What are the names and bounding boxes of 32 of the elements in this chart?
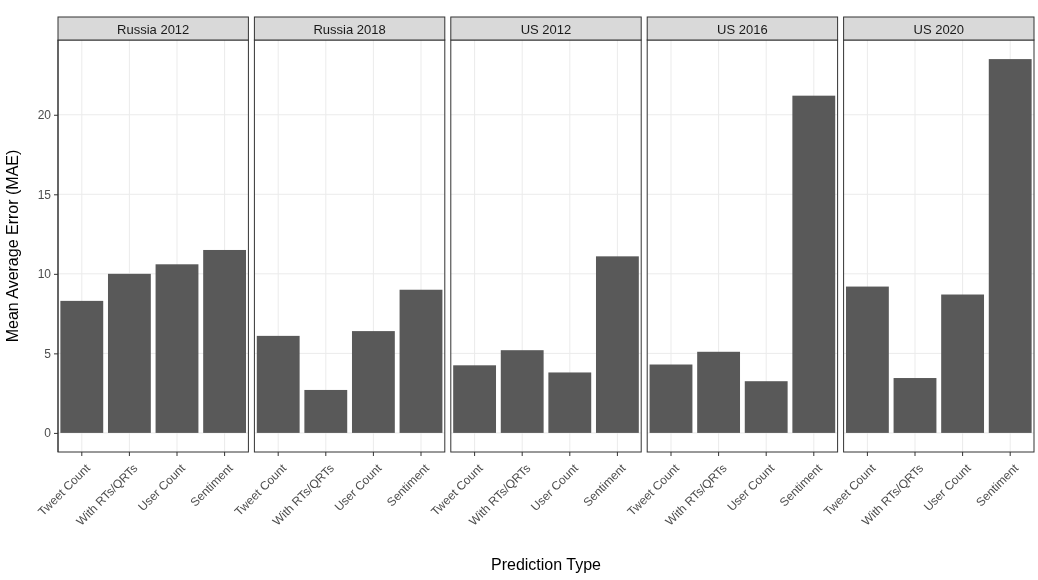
bar [399,289,443,433]
bar [304,389,348,433]
chart-title: Russia 2018 [313,21,386,37]
bar [893,378,937,433]
chart-title: US 2020 [913,21,965,37]
bar [649,364,693,433]
bar [845,286,889,433]
bar [988,59,1032,433]
x-axis-title: Prediction Type [491,556,602,573]
bar [500,350,544,433]
chart-title: Russia 2012 [117,21,190,37]
bar [256,335,300,433]
y-tick-label: 15 [37,187,52,202]
bar [792,95,836,433]
chart-title: US 2016 [717,21,768,37]
y-axis-title: Mean Average Error (MAE) [4,149,21,343]
bar [595,256,639,433]
bar [697,351,741,433]
bar [351,331,395,433]
bar [548,372,592,433]
bar [744,381,788,433]
y-tick-label: 10 [37,267,52,282]
bar [453,365,497,433]
bar [203,249,247,433]
bar [155,264,199,433]
chart-title: US 2012 [520,21,572,37]
y-tick-label: 0 [44,426,52,441]
bar [941,294,985,433]
y-tick-label: 5 [44,346,52,361]
bar [107,273,151,433]
bar [60,300,104,433]
y-tick-label: 20 [37,108,52,123]
